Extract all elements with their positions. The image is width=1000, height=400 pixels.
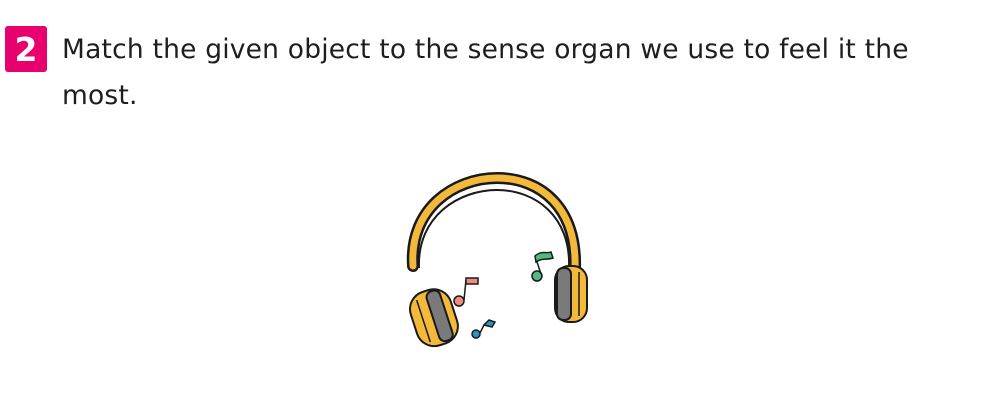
music-note-icon [471,319,497,339]
music-note-icon [531,250,554,282]
music-note-icon [453,277,479,307]
question-number: 2 [14,29,38,69]
headphones-illustration [395,168,605,353]
question-number-badge: 2 [5,26,47,72]
question-text: Match the given object to the sense orga… [62,34,909,111]
headphones-icon [406,171,588,348]
